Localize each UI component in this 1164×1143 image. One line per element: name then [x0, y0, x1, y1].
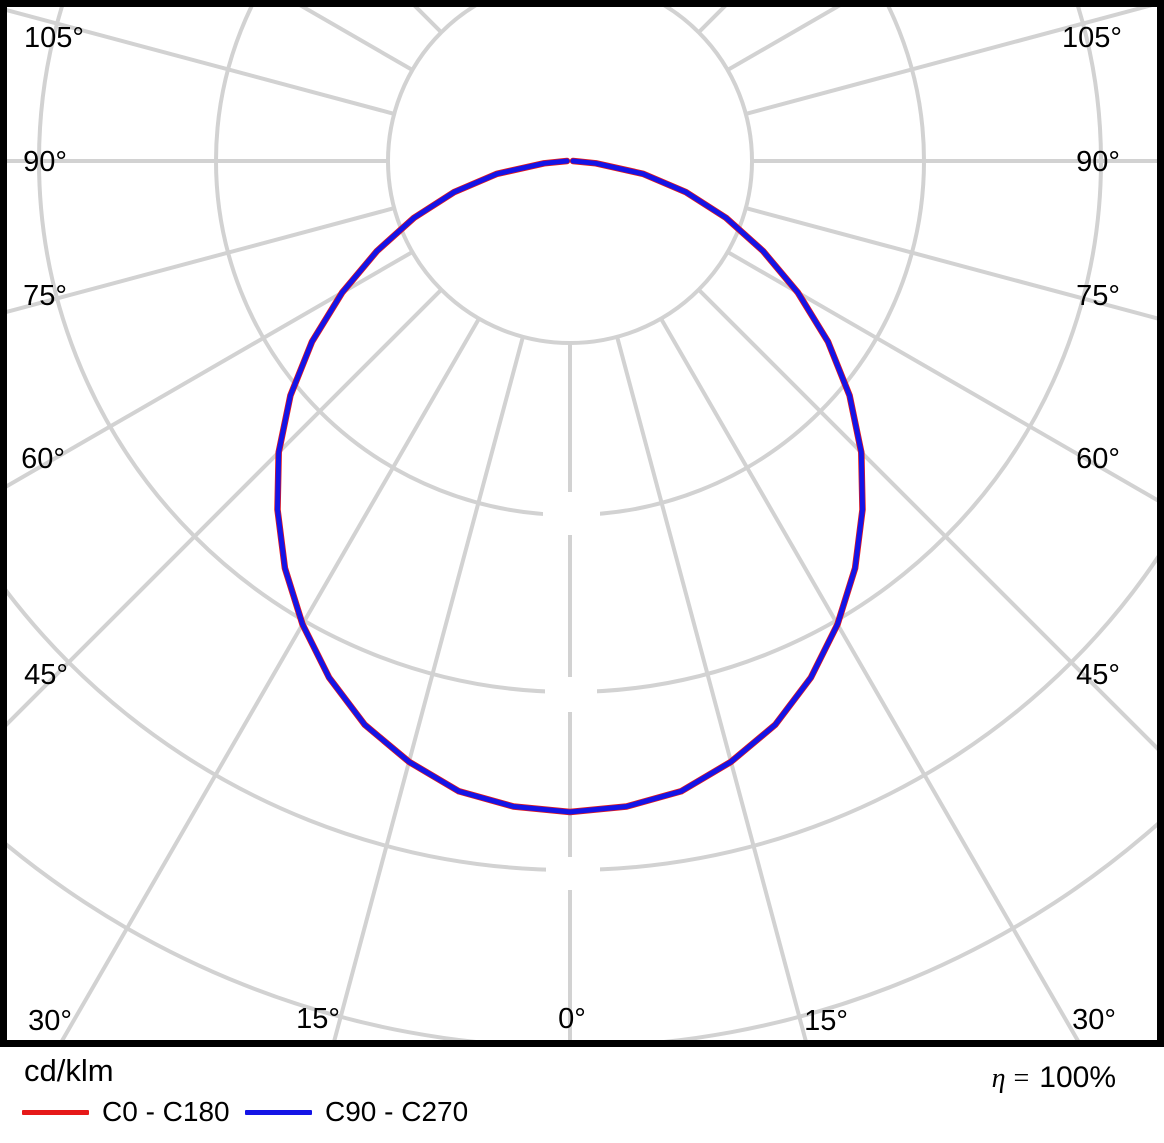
- polar-chart: 105° 90° 75° 60° 45° 30° 15° 0° 15° 30° 45° 60° 75° 9…: [0, 0, 1164, 1047]
- grid-radial-line: [745, 7, 1153, 116]
- value-label-gap: [543, 492, 600, 535]
- angle-label: 30°: [1072, 1004, 1116, 1036]
- angle-label: 75°: [23, 280, 67, 312]
- c90-c270-label: C90 - C270: [325, 1096, 469, 1127]
- unit-label: cd/klm: [24, 1053, 114, 1088]
- grid-radial-line: [7, 206, 395, 314]
- value-label-gap: [546, 857, 600, 890]
- angle-label: 30°: [28, 1005, 72, 1037]
- grid-circle: [386, 7, 754, 345]
- c0-c180-line-swatch: [22, 1109, 89, 1115]
- c90-c270-line-swatch: [245, 1109, 312, 1115]
- value-label-gap: [545, 677, 597, 712]
- curves: [274, 157, 866, 816]
- efficiency-readout: η = 100%: [992, 1061, 1116, 1095]
- grid-radial-line: [745, 206, 1157, 321]
- grid-radial-line: [7, 288, 443, 727]
- grid-radial-line: [7, 8, 395, 116]
- angle-label: 60°: [1076, 443, 1120, 475]
- legend: cd/klm η = 100% C0 - C180 C90 - C270: [0, 1047, 1164, 1143]
- angle-label: 45°: [24, 659, 68, 691]
- angle-label: 105°: [24, 22, 84, 54]
- value-label-gaps: [543, 492, 600, 890]
- angle-label: 45°: [1076, 659, 1120, 691]
- grid-radial-line: [615, 336, 808, 1040]
- legend-item-c0-c180: C0 - C180: [22, 1095, 230, 1129]
- angle-label: 0°: [558, 1003, 586, 1035]
- grid-radial-line: [697, 288, 1157, 751]
- eta-symbol: η: [991, 1063, 1006, 1094]
- grid-circle: [7, 554, 1157, 872]
- grid-radial-line: [60, 317, 481, 1040]
- angle-label: 90°: [23, 146, 67, 178]
- grid-radial-line: [7, 250, 414, 489]
- angle-label: 15°: [804, 1005, 848, 1037]
- plot-border: [0, 0, 1164, 1047]
- eta-equals: =: [1013, 1063, 1030, 1094]
- curve-c90-c270: [275, 158, 865, 815]
- c0-c180-label: C0 - C180: [102, 1096, 230, 1127]
- legend-item-c90-c270: C90 - C270: [245, 1095, 468, 1129]
- eta-value: 100%: [1039, 1061, 1116, 1094]
- angle-label: 75°: [1076, 280, 1120, 312]
- grid-radial-line: [659, 317, 1080, 1040]
- grid-radial-line: [332, 336, 525, 1040]
- angle-label: 105°: [1062, 22, 1122, 54]
- angle-label: 15°: [296, 1003, 340, 1035]
- grid-radial-line: [726, 250, 1157, 503]
- angle-label: 90°: [1076, 146, 1120, 178]
- angle-label: 60°: [21, 443, 65, 475]
